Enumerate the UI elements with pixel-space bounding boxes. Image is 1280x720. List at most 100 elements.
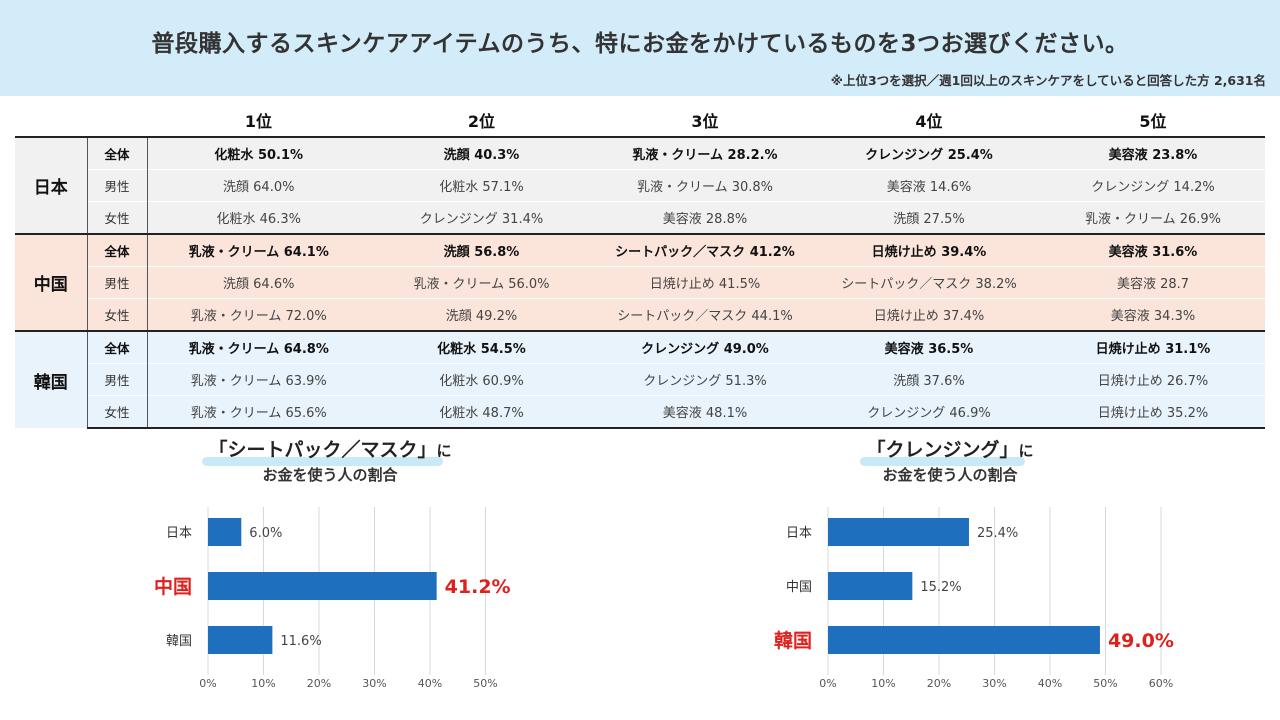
bar — [828, 626, 1100, 654]
rank-cell: 美容液 36.5% — [817, 330, 1041, 364]
rank-cell: 洗顔 64.6% — [147, 266, 370, 299]
survey-note: ※上位3つを選択／週1回以上のスキンケアをしていると回答した方 2,631名 — [830, 73, 1266, 88]
data-label: 6.0% — [249, 526, 282, 541]
table-row: 日本 全体 化粧水 50.1% 洗顔 40.3% 乳液・クリーム 28.2.% クレンジン… — [15, 136, 1265, 234]
corner-cell — [87, 104, 147, 138]
table-row: 女性 乳液・クリーム 65.6% 化粧水 48.7% 美容液 48.1% クレンジング … — [15, 395, 1265, 429]
rank-cell: 乳液・クリーム 26.9% — [1041, 201, 1265, 234]
header-banner: 普段購入するスキンケアアイテムのうち、特にお金をかけているものを3つお選びくださ… — [0, 0, 1280, 96]
cleansing-chart: 「クレンジング」に お金を使う人の割合 0% 10% 20% 30% 40% 50% 60%… — [640, 425, 1260, 720]
category-label: 韓国 — [166, 634, 192, 649]
rank-cell: 化粧水 60.9% — [370, 363, 593, 396]
rank-cell: 化粧水 57.1% — [370, 169, 593, 202]
chart-title-line2: お金を使う人の割合 — [882, 466, 1018, 484]
segment-label: 全体 — [87, 233, 148, 267]
rank-cell: 洗顔 37.6% — [817, 363, 1041, 396]
x-tick-label: 10% — [871, 677, 895, 690]
x-tick-label: 30% — [362, 677, 386, 690]
chart-title-suffix: に — [1018, 442, 1034, 460]
segment-label: 男性 — [87, 363, 148, 396]
rank-cell: 美容液 28.7 — [1041, 266, 1265, 299]
data-label: 11.6% — [280, 634, 321, 649]
rank-cell: 日焼け止め 35.2% — [1041, 395, 1265, 429]
rank-cell: クレンジング 25.4% — [817, 136, 1041, 170]
rank-cell: 美容液 31.6% — [1041, 233, 1265, 267]
rank-cell: 日焼け止め 41.5% — [593, 266, 817, 299]
bar — [828, 518, 969, 546]
rank-cell: 洗顔 49.2% — [370, 298, 593, 331]
rank-cell: 化粧水 50.1% — [147, 136, 370, 170]
bar — [828, 572, 913, 600]
rank-cell: クレンジング 46.9% — [817, 395, 1041, 429]
bar — [208, 626, 273, 654]
rank-cell: 乳液・クリーム 64.1% — [147, 233, 370, 267]
rank-cell: 美容液 34.3% — [1041, 298, 1265, 331]
rank-cell: 乳液・クリーム 72.0% — [147, 298, 370, 331]
rank-cell: 乳液・クリーム 56.0% — [370, 266, 593, 299]
bar — [208, 572, 437, 600]
rank-cell: 洗顔 56.8% — [370, 233, 593, 267]
x-tick-label: 0% — [199, 677, 216, 690]
category-label: 韓国 — [774, 629, 812, 652]
chart-plot: 0% 10% 20% 30% 40% 50% 日本 6.0% 中国 41.2% 韓国 11.6% — [154, 507, 511, 690]
segment-label: 女性 — [87, 201, 148, 234]
x-tick-label: 30% — [982, 677, 1006, 690]
rank-cell: 日焼け止め 39.4% — [817, 233, 1041, 267]
chart-plot: 0% 10% 20% 30% 40% 50% 60% 日本 25.4% 中国 15.2% 韓国 49.0… — [774, 507, 1174, 690]
category-label: 日本 — [166, 526, 192, 541]
corner-cell — [15, 104, 87, 138]
x-tick-label: 40% — [418, 677, 442, 690]
country-label: 韓国 — [15, 330, 88, 428]
ranking-table-body: 日本 全体 化粧水 50.1% 洗顔 40.3% 乳液・クリーム 28.2.% クレンジン… — [15, 136, 1265, 429]
rank-cell: 化粧水 48.7% — [370, 395, 593, 429]
rank-header-5: 5位 — [1041, 104, 1265, 138]
segment-label: 全体 — [87, 330, 148, 364]
rank-cell: シートパック／マスク 44.1% — [593, 298, 817, 331]
chart-title-main: 「シートパック／マスク」 — [202, 435, 443, 466]
rank-cell: シートパック／マスク 38.2% — [817, 266, 1041, 299]
table-row: 韓国 全体 乳液・クリーム 64.8% 化粧水 54.5% クレンジング 49.0% 美容… — [15, 330, 1265, 428]
rank-cell: クレンジング 31.4% — [370, 201, 593, 234]
x-tick-label: 50% — [1093, 677, 1117, 690]
rank-cell: 美容液 14.6% — [817, 169, 1041, 202]
sheet-mask-chart: 「シートパック／マスク」に お金を使う人の割合 0% 10% 20% 30% 40% 50… — [20, 425, 640, 720]
x-tick-label: 10% — [251, 677, 275, 690]
segment-label: 女性 — [87, 395, 148, 429]
table-row: 女性 化粧水 46.3% クレンジング 31.4% 美容液 28.8% 洗顔 27.5%… — [15, 201, 1265, 234]
rank-cell: 美容液 23.8% — [1041, 136, 1265, 170]
x-tick-label: 40% — [1038, 677, 1062, 690]
rank-cell: クレンジング 14.2% — [1041, 169, 1265, 202]
table-row: 男性 洗顔 64.0% 化粧水 57.1% 乳液・クリーム 30.8% 美容液 14.6… — [15, 169, 1265, 202]
data-label: 49.0% — [1108, 630, 1174, 652]
rank-header-4: 4位 — [817, 104, 1041, 138]
rank-header-row: 1位 2位 3位 4位 5位 — [15, 104, 1265, 138]
rank-cell: 乳液・クリーム 63.9% — [147, 363, 370, 396]
rank-cell: 洗顔 64.0% — [147, 169, 370, 202]
chart-title: 「シートパック／マスク」に お金を使う人の割合 — [20, 435, 640, 485]
rank-header-2: 2位 — [370, 104, 593, 138]
chart-title: 「クレンジング」に お金を使う人の割合 — [640, 435, 1260, 485]
bar — [208, 518, 242, 546]
x-tick-label: 0% — [819, 677, 836, 690]
rank-cell: クレンジング 49.0% — [593, 330, 817, 364]
segment-label: 男性 — [87, 169, 148, 202]
rank-cell: 日焼け止め 37.4% — [817, 298, 1041, 331]
rank-cell: 日焼け止め 26.7% — [1041, 363, 1265, 396]
country-label: 中国 — [15, 233, 88, 331]
x-tick-label: 50% — [473, 677, 497, 690]
segment-label: 男性 — [87, 266, 148, 299]
rank-cell: 美容液 48.1% — [593, 395, 817, 429]
data-label: 41.2% — [445, 576, 511, 598]
table-row: 女性 乳液・クリーム 72.0% 洗顔 49.2% シートパック／マスク 44.1% 日… — [15, 298, 1265, 331]
segment-label: 女性 — [87, 298, 148, 331]
chart-title-suffix: に — [436, 442, 452, 460]
x-tick-label: 20% — [927, 677, 951, 690]
rank-cell: 乳液・クリーム 64.8% — [147, 330, 370, 364]
country-label: 日本 — [15, 136, 88, 234]
rank-cell: 化粧水 54.5% — [370, 330, 593, 364]
category-label: 日本 — [786, 526, 812, 541]
rank-cell: 洗顔 40.3% — [370, 136, 593, 170]
rank-cell: クレンジング 51.3% — [593, 363, 817, 396]
category-label: 中国 — [154, 575, 192, 598]
segment-label: 全体 — [87, 136, 148, 170]
